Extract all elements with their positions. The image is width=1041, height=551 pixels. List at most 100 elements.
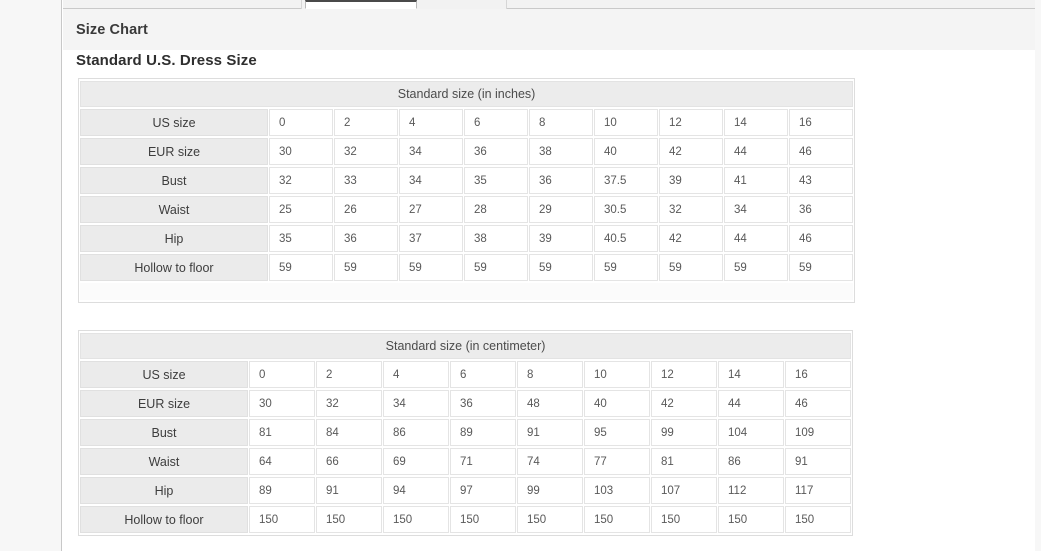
cell-value: 25	[269, 196, 333, 223]
cell-value: 95	[584, 419, 650, 446]
cell-value: 4	[383, 361, 449, 388]
table-inches-head: Standard size (in inches)	[80, 81, 854, 107]
table-inches-body: US size 0 2 4 6 8 10 12 14 16 EUR size 30 32 34 36 38 40…	[80, 109, 854, 300]
cell-value: 36	[529, 167, 593, 194]
cell-value: 91	[316, 477, 382, 504]
tab-active-size-chart[interactable]	[305, 0, 417, 9]
cell-value: 59	[594, 254, 658, 281]
cell-value: 99	[651, 419, 717, 446]
cell-value: 59	[269, 254, 333, 281]
cell-value: 104	[718, 419, 784, 446]
table-row: Hollow to floor 150 150 150 150 150 150 150 150 1…	[80, 506, 852, 533]
cell-value: 150	[383, 506, 449, 533]
panel-header-band: Size Chart	[63, 9, 1035, 50]
cell-value: 30.5	[594, 196, 658, 223]
cell-value: 39	[659, 167, 723, 194]
cell-value: 150	[450, 506, 516, 533]
cell-value: 150	[718, 506, 784, 533]
cell-value: 39	[529, 225, 593, 252]
cell-value: 46	[785, 390, 852, 417]
row-label-bust: Bust	[80, 419, 248, 446]
table-cm-body: US size 0 2 4 6 8 10 12 14 16 EUR size 30 32 34 36 48 40…	[80, 361, 852, 533]
cell-value: 86	[383, 419, 449, 446]
table-row: US size 0 2 4 6 8 10 12 14 16	[80, 361, 852, 388]
cell-value: 44	[724, 138, 788, 165]
cell-value: 150	[316, 506, 382, 533]
cell-value: 33	[334, 167, 398, 194]
table-row: Bust 32 33 34 35 36 37.5 39 41 43	[80, 167, 854, 194]
cell-value: 86	[718, 448, 784, 475]
cell-value: 71	[450, 448, 516, 475]
cell-value: 44	[718, 390, 784, 417]
cell-value: 2	[334, 109, 398, 136]
cell-value: 30	[269, 138, 333, 165]
cell-value: 81	[651, 448, 717, 475]
size-table-inches: Standard size (in inches) US size 0 2 4 6 8 10…	[78, 78, 856, 303]
tab-strip	[63, 0, 1035, 9]
row-label-hollow-to-floor: Hollow to floor	[80, 254, 268, 281]
cell-value: 69	[383, 448, 449, 475]
table-row: Bust 81 84 86 89 91 95 99 104 109	[80, 419, 852, 446]
left-gutter	[0, 0, 62, 551]
table-row: Hollow to floor 59 59 59 59 59 59 59 59 59	[80, 254, 854, 281]
cell-value: 30	[249, 390, 315, 417]
cell-value: 36	[334, 225, 398, 252]
cell-value: 32	[316, 390, 382, 417]
cell-value: 77	[584, 448, 650, 475]
table-row: US size 0 2 4 6 8 10 12 14 16	[80, 109, 854, 136]
table-row: Hip 89 91 94 97 99 103 107 112 117	[80, 477, 852, 504]
table-caption-centimeter: Standard size (in centimeter)	[80, 333, 852, 359]
cell-value: 36	[450, 390, 516, 417]
cell-value: 42	[659, 138, 723, 165]
cell-value: 35	[464, 167, 528, 194]
cell-value: 40	[584, 390, 650, 417]
cell-value: 42	[651, 390, 717, 417]
cell-value: 59	[529, 254, 593, 281]
table-caption-inches: Standard size (in inches)	[80, 81, 854, 107]
cell-value: 16	[785, 361, 852, 388]
row-label-waist: Waist	[80, 196, 268, 223]
cell-value: 26	[334, 196, 398, 223]
cell-value: 38	[529, 138, 593, 165]
cell-value: 32	[269, 167, 333, 194]
cell-value: 103	[584, 477, 650, 504]
cell-value: 112	[718, 477, 784, 504]
cell-value: 37.5	[594, 167, 658, 194]
row-label-hip: Hip	[80, 225, 268, 252]
table-caption-row: Standard size (in centimeter)	[80, 333, 852, 359]
cell-value: 91	[517, 419, 583, 446]
size-table-centimeter: Standard size (in centimeter) US size 0 2 4…	[78, 330, 854, 536]
cell-value: 6	[464, 109, 528, 136]
cell-value: 37	[399, 225, 463, 252]
cell-value: 14	[724, 109, 788, 136]
tab-inactive-right[interactable]	[417, 0, 507, 9]
section-heading: Standard U.S. Dress Size	[76, 52, 257, 69]
right-gutter	[1035, 0, 1041, 551]
cell-value: 0	[269, 109, 333, 136]
table-spacer-cell	[80, 283, 854, 300]
row-label-eur-size: EUR size	[80, 138, 268, 165]
cell-value: 64	[249, 448, 315, 475]
cell-value: 150	[584, 506, 650, 533]
cell-value: 28	[464, 196, 528, 223]
cell-value: 84	[316, 419, 382, 446]
cell-value: 59	[724, 254, 788, 281]
cell-value: 46	[789, 138, 854, 165]
table-spacer-row	[80, 283, 854, 300]
cell-value: 29	[529, 196, 593, 223]
cell-value: 6	[450, 361, 516, 388]
cell-value: 150	[249, 506, 315, 533]
cell-value: 59	[659, 254, 723, 281]
cell-value: 12	[659, 109, 723, 136]
size-chart-panel: Size Chart Standard U.S. Dress Size Stan…	[63, 9, 1035, 551]
cell-value: 48	[517, 390, 583, 417]
cell-value: 8	[529, 109, 593, 136]
cell-value: 32	[334, 138, 398, 165]
cell-value: 27	[399, 196, 463, 223]
cell-value: 2	[316, 361, 382, 388]
cell-value: 59	[464, 254, 528, 281]
cell-value: 59	[789, 254, 854, 281]
page-title: Size Chart	[76, 22, 148, 38]
cell-value: 81	[249, 419, 315, 446]
